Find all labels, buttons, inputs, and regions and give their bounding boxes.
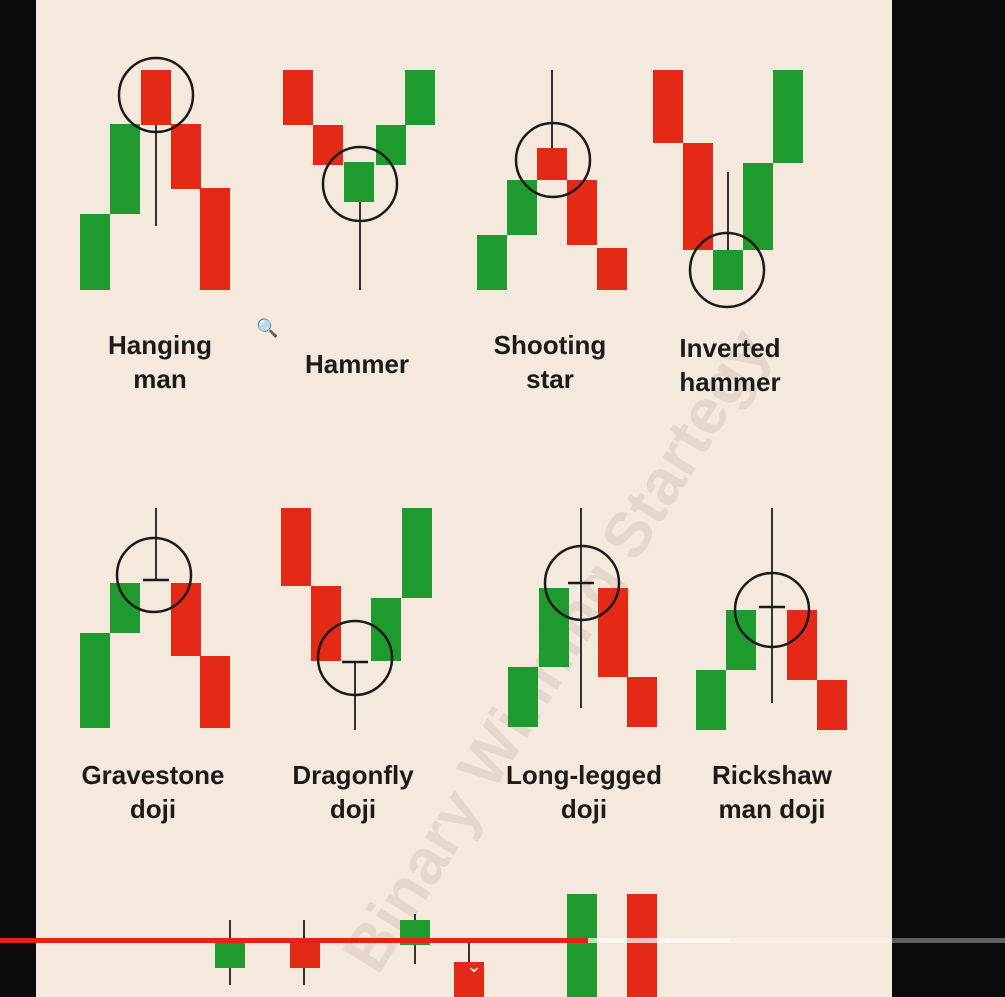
candle-body — [311, 586, 341, 661]
highlight-circle — [316, 619, 394, 697]
candle-body — [567, 894, 597, 997]
candle-body — [405, 70, 435, 125]
highlight-circle — [688, 231, 766, 309]
label-gravestone-doji: Gravestone doji — [81, 760, 225, 824]
candle-body — [477, 235, 507, 290]
candle-body — [110, 124, 140, 214]
candle-body — [743, 163, 773, 250]
candle-body — [507, 180, 537, 235]
candle-body — [597, 248, 627, 290]
chevron-down-icon[interactable]: ⌄ — [466, 956, 482, 976]
candlestick-figure — [80, 56, 847, 997]
highlight-circle — [321, 145, 399, 223]
video-frame[interactable]: Binary Winning Startegy Hanging man Hamme… — [36, 0, 892, 997]
candle-body — [80, 214, 110, 290]
candle-body — [171, 124, 201, 189]
candle-body — [683, 143, 713, 250]
highlight-circle — [115, 536, 193, 614]
candle-body — [402, 508, 432, 598]
highlight-circle — [543, 544, 621, 622]
candle-body — [80, 633, 110, 728]
label-shooting-star: Shooting star — [493, 330, 607, 394]
candle-body — [817, 680, 847, 730]
label-rickshaw-man-doji: Rickshaw man doji — [712, 760, 832, 824]
candle-body — [627, 677, 657, 727]
label-inverted-hammer: Inverted hammer — [679, 333, 781, 397]
candle-body — [537, 148, 567, 180]
highlight-circle — [733, 571, 811, 649]
label-hanging-man: Hanging man — [108, 330, 212, 394]
label-dragonfly-doji: Dragonfly doji — [292, 760, 414, 824]
highlight-circle — [117, 56, 195, 134]
highlight-circle — [514, 121, 592, 199]
candle-body — [376, 125, 406, 165]
candle-body — [141, 70, 171, 125]
candle-body — [344, 162, 374, 202]
zoom-in-cursor-icon: 🔍 — [256, 318, 279, 338]
label-hammer: Hammer — [304, 349, 410, 379]
candle-body — [508, 667, 538, 727]
candle-body — [787, 610, 817, 680]
candle-body — [290, 940, 320, 968]
candle-body — [567, 180, 597, 245]
candle-body — [713, 250, 743, 290]
candle-body — [539, 588, 569, 667]
candle-body — [283, 70, 313, 125]
candle-body — [281, 508, 311, 586]
candle-body — [200, 188, 230, 290]
candle-body — [313, 125, 343, 165]
progress-played[interactable] — [0, 938, 588, 943]
candle-body — [215, 940, 245, 968]
candle-body — [627, 894, 657, 997]
candle-body — [200, 656, 230, 728]
candle-body — [454, 962, 484, 997]
candle-body — [653, 70, 683, 143]
candle-body — [773, 70, 803, 163]
side-panel — [892, 0, 1005, 997]
candle-body — [371, 598, 401, 661]
candle-body — [696, 670, 726, 730]
label-long-legged-doji: Long-legged doji — [506, 760, 662, 824]
